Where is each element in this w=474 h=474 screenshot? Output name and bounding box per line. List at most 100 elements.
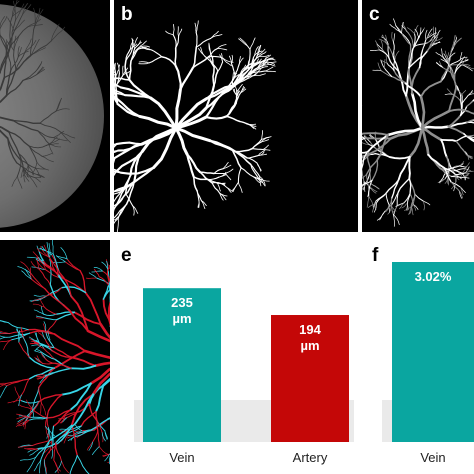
- vessel-segment: [44, 338, 53, 352]
- vessel-segment: [31, 278, 46, 290]
- vessel-segment: [461, 165, 467, 174]
- vessel-segment: [459, 165, 467, 168]
- vessel-segment: [403, 192, 411, 204]
- vessel-segment: [447, 121, 468, 128]
- vessel-segment: [102, 377, 110, 387]
- vessel-segment: [8, 131, 20, 155]
- vessel-map-gray: [362, 18, 474, 227]
- vessel-segment: [457, 171, 462, 176]
- vessel-segment: [46, 143, 59, 146]
- vessel-segment: [194, 22, 197, 34]
- vessel-segment: [18, 419, 30, 427]
- vessel-segment: [52, 253, 60, 273]
- vessel-segment: [41, 153, 53, 157]
- artery-vein-overlay: [0, 240, 110, 474]
- vessel-segment: [385, 34, 388, 45]
- vessel-segment: [61, 417, 68, 423]
- vessel-segment: [25, 448, 39, 450]
- vessel-segment: [383, 67, 393, 77]
- vessel-segment: [13, 19, 25, 32]
- vessel-segment: [228, 55, 232, 65]
- panel-label-b: b: [121, 4, 133, 25]
- vessel-segment: [148, 56, 163, 64]
- vessel-segment: [54, 367, 72, 374]
- vessel-segment: [60, 247, 68, 260]
- vessel-segment: [138, 114, 178, 130]
- vessel-segment: [224, 168, 234, 175]
- vessel-segment: [76, 455, 90, 474]
- vessel-segment: [59, 131, 76, 139]
- vessel-segment: [208, 55, 213, 64]
- vessel-segment: [174, 88, 182, 130]
- vessel-segment: [76, 429, 93, 435]
- vessel-segment: [239, 88, 247, 94]
- panel-e-bar-chart: 235 µm Vein 194 µm Artery e: [114, 240, 358, 474]
- vessel-segment: [455, 172, 467, 176]
- vessel-segment: [108, 455, 110, 465]
- vessel-segment: [115, 85, 119, 105]
- vessel-segment: [204, 89, 227, 110]
- vessel-segment: [94, 361, 110, 367]
- vessel-segment: [208, 139, 234, 152]
- vessel-tree: [0, 240, 110, 474]
- vessel-segment: [114, 143, 118, 146]
- vessel-segment: [195, 20, 199, 34]
- vessel-segment: [13, 50, 17, 71]
- vessel-segment: [31, 344, 42, 347]
- vessel-segment: [0, 94, 8, 104]
- vessel-segment: [32, 172, 45, 178]
- vessel-segment: [91, 270, 103, 273]
- vessel-segment: [252, 176, 263, 184]
- vessel-segment: [362, 181, 365, 189]
- vessel-segment: [17, 50, 29, 58]
- vessel-segment: [8, 131, 30, 147]
- vessel-segment: [257, 149, 266, 157]
- fundus-photo: [0, 0, 104, 228]
- vessel-segment: [5, 69, 17, 97]
- vessel-segment: [409, 205, 413, 215]
- vessel-segment: [461, 94, 463, 104]
- vessel-segment: [379, 49, 390, 59]
- vessel-segment: [149, 96, 178, 130]
- vessel-segment: [385, 55, 388, 64]
- vessel-segment: [11, 26, 29, 45]
- vessel-segment: [449, 59, 461, 66]
- vessel-segment: [462, 149, 468, 157]
- vessel-segment: [237, 181, 243, 193]
- category-label-vein: Vein: [169, 450, 194, 465]
- vessel-segment: [380, 60, 385, 69]
- vessel-segment: [29, 338, 41, 344]
- vessel-segment: [43, 353, 56, 360]
- vessel-segment: [448, 108, 470, 113]
- vessel-segment: [257, 153, 268, 157]
- vessel-segment: [27, 328, 56, 335]
- vessel-segment: [130, 47, 140, 62]
- vessel-segment: [45, 410, 49, 427]
- vessel-segment: [47, 330, 51, 341]
- vessel-segment: [232, 72, 234, 80]
- vessel-segment: [117, 203, 128, 220]
- vessel-segment: [70, 393, 95, 427]
- vessel-segment: [16, 416, 31, 420]
- vessel-segment: [69, 382, 92, 411]
- vessel-segment: [413, 33, 416, 48]
- vessel-segment: [252, 46, 259, 59]
- vessel-segment: [45, 287, 63, 297]
- vessel-segment: [427, 41, 435, 52]
- vessel-segment: [43, 459, 47, 474]
- vessel-segment: [0, 339, 12, 343]
- vessel-segment: [37, 330, 49, 333]
- vessel-segment: [421, 38, 427, 51]
- vessel-segment: [380, 59, 388, 64]
- vessel-segment: [420, 126, 443, 142]
- vessel-segment: [70, 295, 89, 332]
- vessel-segment: [246, 73, 257, 80]
- vessel-segment: [30, 40, 52, 57]
- vessel-segment: [466, 134, 474, 137]
- vessel-segment: [48, 243, 51, 259]
- vessel-segment: [200, 200, 206, 210]
- vessel-segment: [369, 169, 372, 185]
- vessel-segment: [34, 167, 46, 170]
- vessel-segment: [366, 173, 370, 188]
